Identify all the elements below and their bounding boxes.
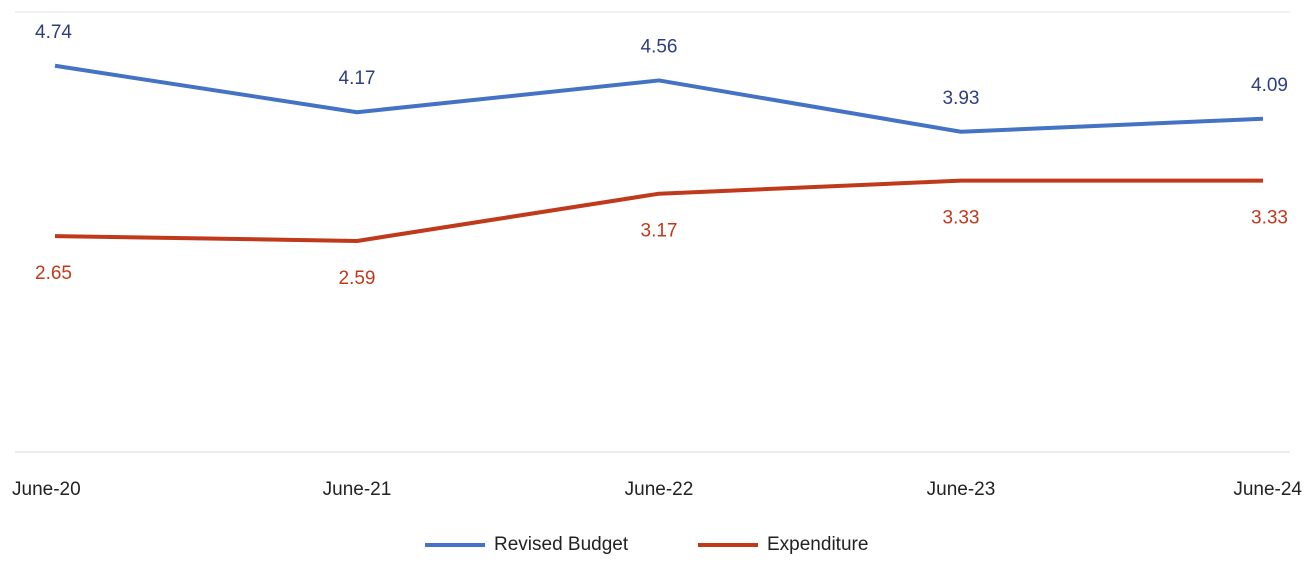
x-tick-label: June-22 — [625, 479, 694, 500]
x-tick-label: June-23 — [927, 479, 996, 500]
x-tick-label: June-24 — [1233, 479, 1302, 500]
series-line — [54, 178, 1263, 243]
legend-label: Revised Budget — [494, 534, 629, 555]
data-label: 4.56 — [641, 36, 678, 57]
legend-label: Expenditure — [767, 534, 868, 555]
x-tick-label: June-21 — [323, 479, 392, 500]
data-label: 4.17 — [339, 68, 376, 89]
data-label: 3.33 — [943, 208, 980, 229]
series-line — [54, 63, 1264, 134]
data-label: 2.59 — [339, 268, 376, 289]
data-label: 3.17 — [641, 221, 678, 242]
x-tick-label: June-20 — [12, 479, 81, 500]
data-label: 3.33 — [1251, 208, 1288, 229]
data-label: 4.09 — [1251, 75, 1288, 96]
data-label: 3.93 — [943, 88, 980, 109]
data-label: 2.65 — [35, 263, 72, 284]
data-label: 4.74 — [35, 22, 72, 43]
